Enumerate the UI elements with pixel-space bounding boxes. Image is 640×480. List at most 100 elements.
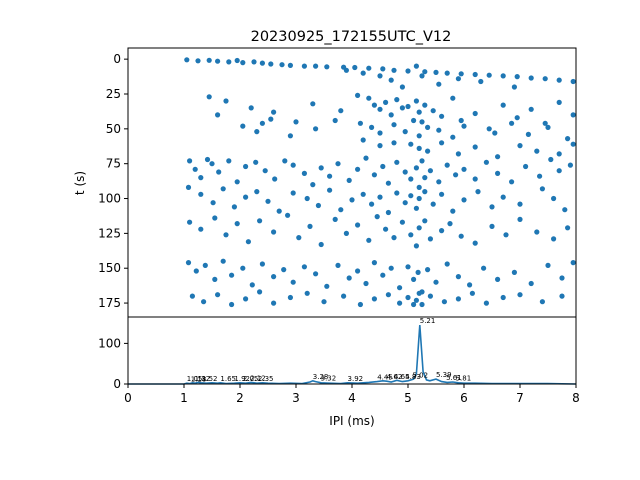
scatter-point	[517, 292, 523, 298]
scatter-point	[430, 108, 436, 114]
scatter-point	[408, 141, 414, 147]
peak-annotation: 3.32	[321, 375, 337, 383]
scatter-point	[551, 236, 557, 242]
scatter-point	[455, 151, 461, 157]
scatter-point	[363, 280, 369, 287]
scatter-point	[285, 212, 291, 218]
scatter-point	[388, 77, 394, 83]
scatter-point	[290, 279, 296, 285]
scatter-point	[534, 148, 540, 154]
scatter-point	[198, 191, 204, 197]
scatter-point	[324, 64, 330, 70]
scatter-point	[542, 76, 548, 82]
scatter-point	[450, 134, 456, 140]
scatter-point	[229, 272, 235, 278]
peak-annotation: 4.62	[387, 373, 403, 381]
scatter-point	[405, 103, 411, 110]
scatter-point	[271, 274, 277, 280]
top-y-tick-label: 150	[98, 261, 121, 275]
scatter-point	[346, 275, 352, 281]
scatter-point	[408, 193, 414, 199]
bottom-x-tick-label: 3	[292, 391, 300, 405]
top-panel-frame	[127, 47, 577, 318]
scatter-point	[399, 84, 405, 90]
bottom-x-ticks: 0 1 2 3 4 5 6 7 8	[124, 384, 580, 405]
scatter-point	[461, 197, 467, 203]
scatter-point	[425, 148, 431, 154]
peak-annotation: 5.21	[420, 317, 436, 325]
scatter-point	[458, 233, 464, 239]
bottom-panel: 1.051.181.321.52 1.651.922.052.122.35 3.28…	[98, 316, 580, 428]
scatter-point	[486, 126, 492, 132]
scatter-point	[495, 276, 501, 282]
scatter-point	[416, 133, 422, 139]
scatter-point	[301, 63, 307, 69]
scatter-point	[419, 73, 425, 79]
ipi-series-line	[128, 325, 577, 385]
top-y-tick-label: 75	[106, 157, 121, 171]
scatter-point	[212, 276, 218, 282]
scatter-point	[397, 285, 403, 291]
scatter-point	[413, 243, 419, 249]
top-y-ticks: 0 25 50 75 100 125 150 175	[98, 52, 128, 310]
top-y-tick-label: 0	[113, 52, 121, 66]
peak-annotation: 3.92	[348, 375, 364, 383]
scatter-point	[430, 201, 436, 207]
peak-annotation: 3.28	[313, 373, 329, 381]
scatter-point	[198, 175, 204, 181]
scatter-point	[413, 98, 419, 104]
scatter-point	[310, 101, 316, 107]
bottom-y-tick-label: 0	[113, 377, 121, 391]
bottom-x-tick-label: 1	[180, 391, 188, 405]
scatter-point	[425, 267, 431, 273]
scatter-point	[259, 261, 265, 267]
scatter-point	[360, 70, 366, 76]
scatter-point	[492, 130, 498, 136]
scatter-point	[416, 109, 422, 115]
scatter-point	[565, 136, 571, 142]
scatter-point	[313, 271, 319, 277]
scatter-point	[545, 262, 551, 268]
scatter-point	[304, 195, 310, 202]
scatter-point	[517, 201, 523, 207]
scatter-point	[472, 144, 478, 150]
scatter-point	[265, 198, 271, 204]
scatter-point	[517, 216, 523, 222]
scatter-point	[240, 265, 246, 271]
scatter-point	[352, 64, 358, 71]
scatter-point	[268, 61, 274, 67]
scatter-point	[324, 283, 330, 289]
scatter-point	[455, 76, 461, 82]
scatter-point	[514, 115, 520, 121]
scatter-point	[355, 268, 361, 274]
scatter-point	[419, 119, 425, 125]
scatter-point	[495, 170, 501, 176]
scatter-point	[313, 63, 319, 69]
scatter-point	[397, 300, 403, 306]
scatter-point	[304, 290, 310, 296]
scatter-point	[461, 123, 467, 129]
peak-annotation: 1.05	[187, 375, 203, 383]
scatter-point	[528, 106, 534, 112]
scatter-point	[276, 208, 282, 214]
scatter-point	[511, 84, 517, 90]
scatter-point	[439, 113, 445, 119]
scatter-point	[528, 280, 534, 287]
scatter-point	[377, 106, 383, 112]
scatter-point	[202, 262, 208, 268]
scatter-point	[422, 69, 428, 75]
scatter-point	[433, 69, 439, 75]
scatter-point	[282, 158, 288, 164]
scatter-point	[405, 264, 411, 270]
scatter-point	[254, 189, 260, 195]
scatter-point	[360, 191, 366, 197]
scatter-point	[249, 282, 255, 288]
peak-annotation: 1.52	[202, 375, 218, 383]
scatter-point	[253, 159, 259, 165]
scatter-point	[234, 179, 240, 185]
scatter-point	[231, 204, 237, 210]
scatter-point	[318, 241, 324, 248]
scatter-point	[511, 269, 517, 275]
scatter-point	[383, 99, 389, 105]
